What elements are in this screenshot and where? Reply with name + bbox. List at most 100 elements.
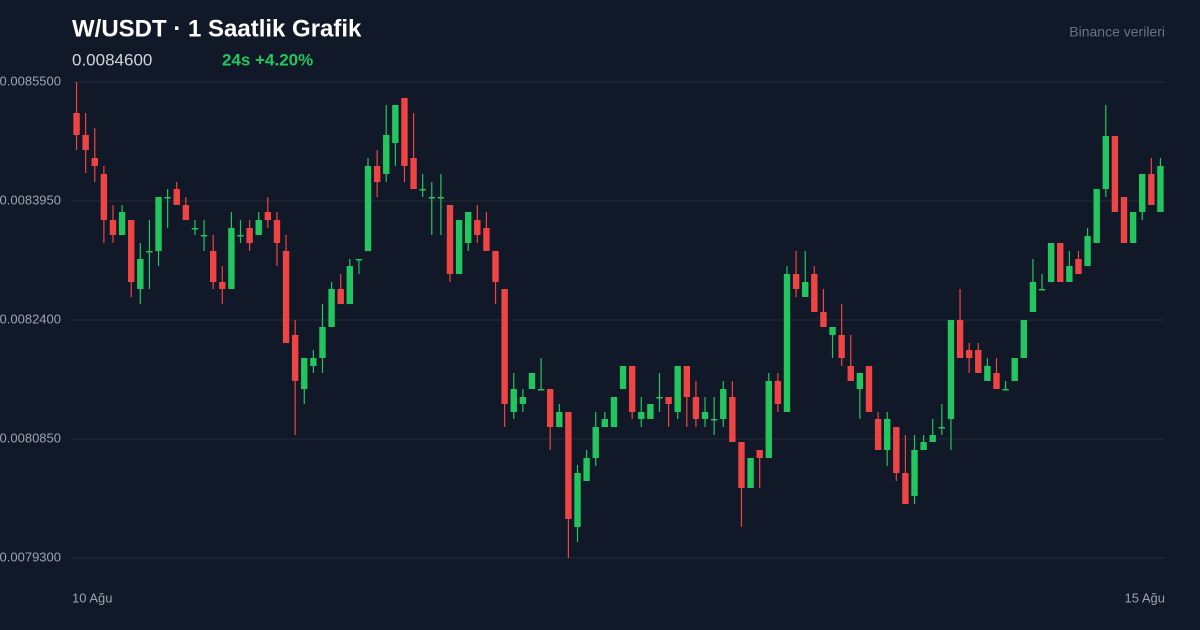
candle-body — [565, 411, 572, 519]
candle-body — [984, 365, 991, 381]
candle-body — [319, 326, 326, 359]
candle-body — [428, 197, 435, 199]
candle-body — [1148, 173, 1155, 205]
candle-body — [173, 189, 180, 205]
candle-body — [273, 220, 281, 243]
candle-body — [865, 365, 873, 412]
candle-body — [437, 197, 445, 199]
candle-body — [683, 365, 691, 398]
candle-body — [237, 235, 244, 237]
candle-body — [1038, 288, 1046, 291]
candle-body — [328, 288, 335, 327]
candle-body — [701, 411, 709, 419]
candle-body — [510, 389, 517, 412]
candle-body — [164, 197, 171, 199]
candle-body — [601, 418, 609, 428]
candle-body — [1075, 258, 1082, 275]
candle-body — [1084, 236, 1091, 267]
candle-body — [1111, 135, 1119, 212]
candle-body — [929, 435, 936, 442]
candle-body — [993, 372, 1000, 390]
candle-body — [975, 350, 982, 373]
candle-body — [1066, 266, 1073, 282]
candle-body — [128, 220, 135, 282]
candle-body — [282, 250, 290, 344]
candle-body — [619, 365, 627, 390]
candle-body — [838, 334, 845, 359]
candle-body — [665, 397, 672, 404]
candle-body — [674, 365, 681, 412]
candle-body — [902, 473, 909, 505]
candle-body — [856, 372, 864, 390]
candle-body — [264, 211, 272, 221]
x-tick-label: 15 Ağu — [1125, 590, 1166, 605]
candle-body — [1120, 197, 1128, 243]
candle-body — [82, 134, 89, 151]
candle-body — [410, 158, 417, 190]
candle-body — [820, 312, 827, 327]
candle-body — [100, 173, 108, 221]
candle-body — [956, 320, 964, 359]
candle-body — [291, 334, 299, 381]
candle-body — [847, 365, 854, 381]
candle-body — [419, 189, 426, 191]
price: 0.0084600 — [72, 50, 152, 69]
candle-body — [474, 220, 481, 236]
candle-body — [720, 389, 727, 419]
candle-body — [729, 397, 736, 442]
candle-body — [219, 281, 226, 289]
chart-title: W/USDT · 1 Saatlik Grafik — [72, 15, 362, 42]
candle-body — [656, 397, 663, 399]
candle-body — [638, 411, 645, 419]
candle-body — [965, 350, 973, 359]
candle-body — [200, 235, 208, 237]
candle-body — [947, 320, 955, 419]
candle-body — [610, 397, 618, 428]
y-tick-label: 0.0085500 — [0, 73, 61, 88]
candle-body — [337, 288, 344, 305]
candle-body — [747, 457, 754, 488]
candle-body — [574, 473, 581, 527]
candle-body — [246, 228, 253, 243]
candle-body — [1047, 242, 1055, 282]
x-tick-label: 10 Ağu — [72, 590, 113, 605]
candle-body — [556, 411, 563, 428]
candle-body — [1020, 320, 1028, 359]
candle-body — [492, 250, 499, 282]
candle-body — [692, 397, 700, 419]
candle-body — [628, 365, 636, 412]
candle-body — [537, 389, 545, 391]
candle-body — [920, 441, 927, 450]
candle-body — [911, 449, 918, 496]
candle-body — [883, 418, 891, 450]
candle-body — [874, 418, 882, 450]
candle-body — [301, 358, 308, 390]
candle-body — [137, 258, 144, 289]
candle-body — [1011, 358, 1018, 381]
candle-body — [783, 274, 791, 412]
candle-body — [118, 211, 126, 236]
candle-body — [182, 204, 190, 221]
source: Binance verileri — [1069, 24, 1165, 40]
candle-body — [647, 403, 654, 419]
candle-body — [938, 427, 946, 429]
candle-body — [1029, 281, 1037, 313]
candle-body — [829, 326, 836, 335]
change: 24s +4.20% — [222, 50, 313, 69]
candle-body — [73, 113, 80, 135]
y-tick-label: 0.0083950 — [0, 192, 61, 207]
candle-body — [592, 427, 599, 458]
candle-body — [109, 220, 117, 236]
candle-body — [355, 258, 363, 261]
candle-body — [774, 380, 782, 404]
candle-body — [501, 288, 508, 404]
candle-body — [228, 228, 235, 289]
candle-body — [1002, 389, 1009, 391]
y-tick-label: 0.0079300 — [0, 549, 61, 564]
candle-body — [255, 220, 262, 236]
candle-body — [756, 449, 763, 458]
y-tick-label: 0.0080850 — [0, 430, 61, 445]
